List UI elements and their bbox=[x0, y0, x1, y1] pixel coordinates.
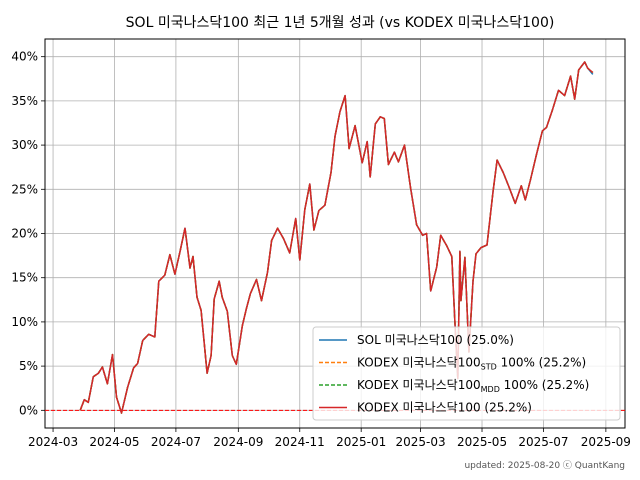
y-tick-label: 15% bbox=[11, 271, 38, 285]
legend-entry: KODEX 미국나스닥100 (25.2%) bbox=[357, 401, 532, 415]
x-tick-label: 2025-07 bbox=[518, 435, 568, 449]
x-tick-label: 2024-11 bbox=[275, 435, 325, 449]
x-tick-label: 2025-09 bbox=[581, 435, 631, 449]
y-tick-label: 35% bbox=[11, 94, 38, 108]
x-tick-label: 2024-03 bbox=[28, 435, 78, 449]
footer-note: updated: 2025-08-20 ⓒ QuantKang bbox=[464, 460, 625, 471]
x-axis: 2024-03 2024-05 2024-07 2024-09 2024-11 2025-… bbox=[28, 428, 631, 449]
y-tick-label: 40% bbox=[11, 50, 38, 64]
legend-entry: KODEX 미국나스닥100STD 100% (25.2%) bbox=[357, 356, 586, 372]
series-line-3 bbox=[79, 61, 594, 414]
x-tick-label: 2024-07 bbox=[151, 435, 201, 449]
chart-title: SOL 미국나스닥100 최근 1년 5개월 성과 (vs KODEX 미국나스… bbox=[126, 15, 555, 31]
y-axis: 0% 5% 10% 15% 20% 25% 30% 35% 40% bbox=[11, 50, 45, 417]
legend-label: KODEX 미국나스닥100 (25.2%) bbox=[357, 401, 532, 415]
x-tick-label: 2025-03 bbox=[396, 435, 446, 449]
y-tick-label: 30% bbox=[11, 138, 38, 152]
legend-label: SOL 미국나스닥100 (25.0%) bbox=[357, 333, 514, 347]
legend-label: KODEX 미국나스닥100 bbox=[357, 356, 481, 370]
legend-label-suffix: 100% (25.2%) bbox=[500, 378, 589, 392]
series-lines bbox=[79, 61, 594, 414]
x-tick-label: 2025-01 bbox=[336, 435, 386, 449]
legend: SOL 미국나스닥100 (25.0%) KODEX 미국나스닥100STD 10… bbox=[312, 326, 621, 421]
y-tick-label: 20% bbox=[11, 227, 38, 241]
x-tick-label: 2024-05 bbox=[89, 435, 139, 449]
legend-label-subscript: MDD bbox=[481, 385, 500, 394]
y-tick-label: 10% bbox=[11, 315, 38, 329]
legend-label-suffix: 100% (25.2%) bbox=[497, 356, 586, 370]
legend-entry: SOL 미국나스닥100 (25.0%) bbox=[357, 333, 514, 347]
legend-label-subscript: STD bbox=[481, 363, 497, 372]
y-tick-label: 25% bbox=[11, 182, 38, 196]
legend-label: KODEX 미국나스닥100 bbox=[357, 378, 481, 392]
x-tick-label: 2025-05 bbox=[457, 435, 507, 449]
y-tick-label: 5% bbox=[19, 359, 38, 373]
y-tick-label: 0% bbox=[19, 403, 38, 417]
legend-entry: KODEX 미국나스닥100MDD 100% (25.2%) bbox=[357, 378, 589, 394]
legend-box bbox=[312, 326, 621, 421]
x-tick-label: 2024-09 bbox=[213, 435, 263, 449]
